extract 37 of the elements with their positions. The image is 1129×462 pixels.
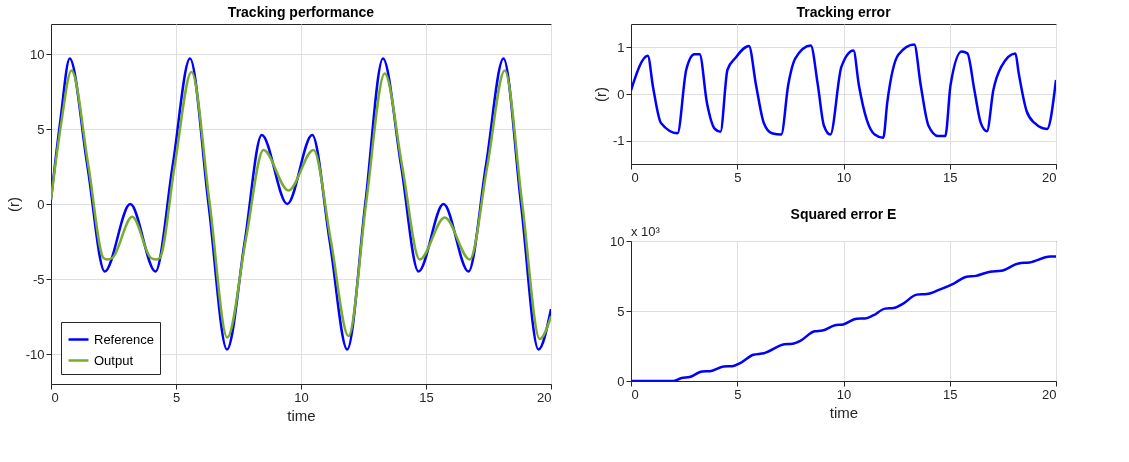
x-tick-label: 0 [631, 169, 639, 185]
x-tick-label: 0 [51, 389, 59, 405]
text: x 10³ [631, 224, 661, 239]
x-tick-label: 20 [1042, 386, 1057, 402]
y-tick-label: 1 [617, 39, 625, 55]
x-tick-label: 20 [1042, 169, 1057, 185]
y-axis-title: (r) [591, 87, 609, 102]
chart-title: Tracking error [796, 4, 892, 20]
x-tick-label: 5 [172, 389, 181, 405]
x-tick-label: 10 [294, 389, 309, 405]
y-tick-label: 5 [617, 303, 625, 319]
y-tick-label: -5 [32, 271, 45, 287]
x-tick-label: 5 [734, 169, 742, 185]
y-tick-label: 0 [37, 196, 45, 212]
y-tick-label: -1 [612, 133, 625, 149]
x-tick-label: 15 [943, 169, 958, 185]
x-tick-label: 20 [537, 389, 552, 405]
x-tick-label: 5 [734, 386, 742, 402]
y-tick-label: 0 [617, 373, 625, 389]
x-tick-label: 10 [836, 386, 852, 402]
y-tick-label: 0 [617, 86, 625, 102]
x-tick-label: 15 [943, 386, 958, 402]
y-tick-label: -10 [25, 346, 45, 362]
y-tick-label: 10 [30, 46, 45, 62]
x-axis-title: time [287, 406, 316, 424]
line-series [631, 43, 1056, 140]
y-axis-title: (r) [4, 197, 22, 212]
x-tick-label: 0 [631, 386, 639, 402]
chart-title: Squared error E [790, 206, 897, 222]
y-tick-label: 10 [610, 233, 625, 249]
x-tick-label: 15 [419, 389, 434, 405]
x-axis-title: time [829, 403, 859, 421]
chart-title: Tracking performance [227, 4, 375, 20]
x-tick-label: 10 [836, 169, 852, 185]
y-tick-label: 5 [37, 121, 45, 137]
legend-label: Reference [94, 331, 154, 347]
legend-label: Output [94, 352, 134, 368]
